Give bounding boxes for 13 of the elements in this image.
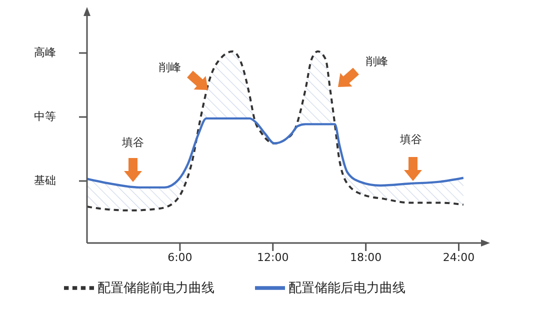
- text: 高峰: [34, 46, 56, 60]
- annotation: 削峰: [366, 55, 388, 68]
- annotation: 削峰: [159, 61, 181, 74]
- legend-label: 配置储能前电力曲线: [98, 280, 214, 296]
- x-tick-label: 24:00: [442, 250, 475, 264]
- text: 中等: [34, 110, 56, 124]
- annotation: 填谷: [121, 136, 144, 150]
- legend-label: 配置储能后电力曲线: [288, 280, 406, 296]
- text: 基础: [34, 174, 56, 188]
- x-tick-label: 6:00: [168, 250, 192, 264]
- x-tick-label: 18:00: [350, 250, 382, 264]
- annotation: 填谷: [399, 133, 422, 146]
- x-tick-label: 12:00: [257, 250, 289, 264]
